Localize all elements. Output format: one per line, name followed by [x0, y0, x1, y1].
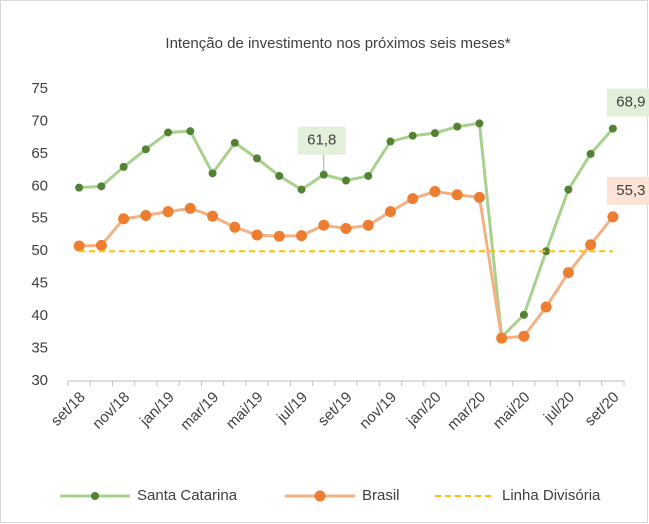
series-marker	[319, 170, 328, 179]
series-marker	[473, 191, 485, 203]
series-marker	[273, 230, 285, 242]
y-tick-label: 40	[31, 307, 48, 324]
y-tick-label: 55	[31, 210, 48, 227]
series-marker	[208, 169, 217, 178]
series-marker	[364, 171, 373, 180]
series-marker	[429, 186, 441, 198]
series-marker	[384, 206, 396, 218]
series-marker	[207, 210, 219, 222]
series-marker	[164, 128, 173, 137]
data-label-box	[606, 88, 649, 117]
series-marker	[162, 206, 174, 218]
series-marker	[141, 145, 150, 154]
series-marker	[253, 154, 262, 163]
series-marker	[518, 330, 530, 342]
series-marker	[275, 171, 284, 180]
y-tick-label: 65	[31, 145, 48, 162]
series-marker	[407, 193, 419, 205]
data-label: 68,9	[616, 94, 645, 111]
series-marker	[475, 119, 484, 128]
series-marker	[251, 229, 263, 241]
data-label: 61,8	[307, 132, 336, 149]
data-label: 55,3	[616, 182, 645, 199]
y-tick-label: 60	[31, 177, 48, 194]
y-tick-label: 45	[31, 275, 48, 292]
data-label-box	[606, 176, 649, 205]
series-marker	[95, 239, 107, 251]
series-marker	[362, 219, 374, 231]
series-marker	[386, 137, 395, 146]
series-marker	[542, 247, 551, 256]
chart-title: Intenção de investimento nos próximos se…	[165, 35, 510, 52]
series-marker	[564, 185, 573, 194]
y-tick-label: 35	[31, 340, 48, 357]
series-marker	[408, 131, 417, 140]
series-marker	[562, 267, 574, 279]
series-marker	[607, 211, 619, 223]
series-marker	[451, 189, 463, 201]
series-marker	[585, 239, 597, 251]
series-marker	[297, 185, 306, 194]
series-marker	[340, 223, 352, 235]
legend-label: Santa Catarina	[137, 487, 238, 504]
series-marker	[608, 124, 617, 133]
series-marker	[140, 210, 152, 222]
series-marker	[430, 129, 439, 138]
series-marker	[453, 122, 462, 131]
y-tick-label: 30	[31, 372, 48, 389]
data-label-box	[297, 126, 346, 155]
series-marker	[97, 182, 106, 191]
series-marker	[519, 310, 528, 319]
series-marker	[184, 202, 196, 214]
series-marker	[540, 301, 552, 313]
series-marker	[318, 219, 330, 231]
y-tick-label: 50	[31, 242, 48, 259]
y-tick-label: 70	[31, 112, 48, 129]
legend-marker	[91, 492, 99, 500]
y-tick-label: 75	[31, 80, 48, 97]
legend-label: Linha Divisória	[502, 487, 601, 504]
series-marker	[73, 240, 85, 252]
series-marker	[75, 183, 84, 192]
series-marker	[186, 127, 195, 136]
series-marker	[296, 230, 308, 242]
legend-label: Brasil	[362, 487, 400, 504]
series-marker	[119, 162, 128, 171]
series-marker	[229, 221, 241, 233]
series-marker	[496, 332, 508, 344]
series-marker	[230, 138, 239, 147]
legend-marker	[314, 490, 326, 502]
series-marker	[586, 149, 595, 158]
series-marker	[118, 213, 130, 225]
series-marker	[342, 176, 350, 185]
